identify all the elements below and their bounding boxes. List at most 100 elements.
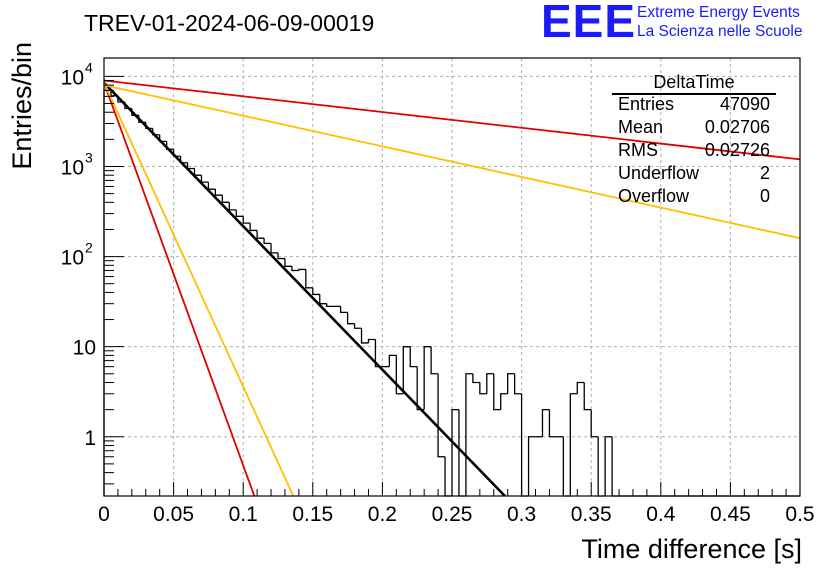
- histogram-bin: [103, 89, 111, 496]
- histogram-bin: [590, 409, 599, 438]
- x-tick-label: 0.4: [646, 503, 676, 526]
- series-line: [103, 79, 801, 161]
- histogram-bin: [423, 346, 432, 410]
- axes: 0 0.05 0.1 0.15 0.2 0.25 0.3 0.35 0.4 0.45 0.5 1 10 1…: [61, 57, 815, 526]
- histogram-bin: [305, 269, 313, 289]
- y-tick-label: 10: [61, 247, 84, 270]
- histogram-bin: [214, 189, 223, 196]
- histogram-bin: [284, 258, 292, 267]
- histogram-bin: [228, 202, 237, 211]
- histogram-bin: [437, 373, 446, 458]
- stats-row-rms: RMS 0.02726: [618, 140, 770, 163]
- histogram-bin: [479, 382, 487, 395]
- histogram-bin: [367, 338, 376, 343]
- histogram-bin: [339, 306, 348, 314]
- histogram-bin: [207, 182, 216, 190]
- fit-lines: [103, 79, 801, 497]
- histogram-bin: [298, 268, 306, 271]
- series-line: [103, 82, 295, 497]
- stats-row-underflow: Underflow 2: [618, 163, 770, 186]
- stats-label: Entries: [618, 94, 675, 114]
- histogram-bin: [548, 409, 557, 438]
- histogram-bin: [472, 373, 480, 384]
- histogram-bin: [312, 287, 320, 296]
- logo-caption: Extreme Energy Events La Scienza nelle S…: [637, 3, 802, 41]
- stats-label: Overflow: [618, 186, 690, 206]
- stats-row-entries: Entries 47090: [618, 94, 770, 117]
- eee-logo: EEE: [541, 0, 637, 47]
- histogram-bin: [186, 162, 195, 170]
- x-axis-label: Time difference [s]: [581, 534, 802, 564]
- histogram-bin: [395, 355, 404, 395]
- x-tick-label: 0.05: [153, 503, 194, 526]
- stats-value: 47090: [719, 94, 770, 114]
- histogram-bin: [444, 456, 452, 497]
- stats-value: 0.02706: [704, 117, 770, 137]
- series-line: [103, 84, 801, 240]
- histogram-bin: [263, 238, 272, 245]
- y-tick-label: 10: [61, 66, 84, 89]
- y-axis-label: Entries/bin: [7, 42, 37, 170]
- histogram-bin: [507, 373, 515, 394]
- histogram-bin: [360, 328, 369, 344]
- x-tick-label: 0.25: [432, 503, 473, 526]
- histogram-bin: [221, 195, 230, 203]
- histogram-bin: [604, 436, 613, 496]
- histogram-bin: [541, 408, 550, 437]
- histogram-bin: [277, 252, 285, 260]
- plot-title: TREV-01-2024-06-09-00019: [84, 10, 375, 36]
- stats-row-overflow: Overflow 0: [618, 186, 770, 209]
- histogram-bin: [486, 373, 494, 394]
- stats-box: DeltaTime Entries 47090 Mean 0.02706 RMS…: [612, 72, 776, 208]
- histogram-bin: [520, 393, 529, 497]
- histogram-bin: [242, 216, 251, 224]
- series-line: [103, 81, 506, 497]
- histogram-bin: [527, 436, 536, 496]
- y-tick-exponent: 3: [85, 149, 93, 165]
- stats-value: 0: [759, 186, 770, 206]
- x-tick-label: 0.15: [292, 503, 333, 526]
- y-tick-label: 1: [84, 427, 96, 450]
- x-tick-label: 0.2: [368, 503, 397, 526]
- histogram-bin: [353, 323, 362, 329]
- histogram-bin: [500, 393, 508, 410]
- plot-frame: [103, 57, 801, 497]
- logo-caption-line1: Extreme Energy Events: [637, 4, 800, 21]
- histogram-bin: [402, 346, 411, 394]
- histogram-bin: [388, 354, 397, 367]
- histogram-bin: [493, 373, 501, 411]
- y-tick-exponent: 2: [85, 240, 93, 256]
- logo-caption-line2: La Scienza nelle Scuole: [637, 23, 803, 40]
- histogram-bin: [270, 243, 278, 254]
- histogram-bin: [235, 209, 244, 217]
- x-tick-label: 0.5: [785, 503, 814, 526]
- histogram-bin: [256, 230, 265, 239]
- series-line: [103, 82, 256, 497]
- histogram-bin: [451, 408, 459, 496]
- y-tick-label: 10: [73, 337, 96, 360]
- histogram-bin: [291, 266, 299, 272]
- y-tick-exponent: 4: [85, 59, 93, 75]
- histogram-bin: [193, 168, 202, 176]
- histogram-bin: [319, 294, 327, 305]
- histogram-bin: [409, 346, 418, 368]
- histogram-bin: [430, 346, 439, 375]
- stats-row-mean: Mean 0.02706: [618, 117, 770, 140]
- histogram-bin: [583, 382, 592, 411]
- y-tick-label: 10: [61, 156, 84, 179]
- stats-label: Underflow: [618, 163, 700, 183]
- stats-label: Mean: [618, 117, 664, 137]
- histogram-bin: [611, 436, 620, 497]
- histogram-bin: [416, 366, 425, 411]
- histogram-bin: [562, 436, 571, 497]
- histogram-bin: [200, 175, 209, 183]
- histogram-bin: [165, 141, 174, 150]
- histogram-bin: [346, 312, 355, 325]
- histogram-bin: [326, 303, 334, 308]
- x-tick-label: 0.1: [229, 503, 258, 526]
- histogram-bin: [576, 381, 585, 394]
- x-tick-label: 0: [98, 503, 110, 526]
- histogram-bin: [513, 373, 522, 395]
- stats-value: 0.02726: [704, 140, 770, 160]
